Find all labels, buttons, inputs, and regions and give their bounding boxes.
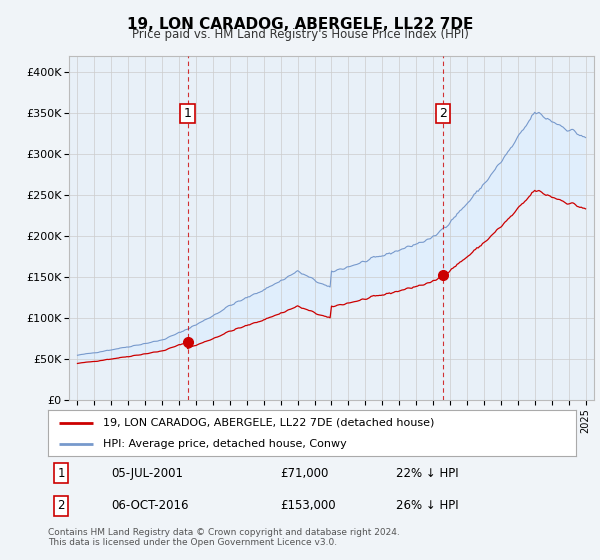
Text: 19, LON CARADOG, ABERGELE, LL22 7DE (detached house): 19, LON CARADOG, ABERGELE, LL22 7DE (det…	[103, 418, 435, 428]
Text: 05-JUL-2001: 05-JUL-2001	[112, 467, 184, 480]
Text: Price paid vs. HM Land Registry's House Price Index (HPI): Price paid vs. HM Land Registry's House …	[131, 28, 469, 41]
Text: 2: 2	[439, 107, 447, 120]
Text: Contains HM Land Registry data © Crown copyright and database right 2024.
This d: Contains HM Land Registry data © Crown c…	[48, 528, 400, 547]
Text: £71,000: £71,000	[280, 467, 329, 480]
Text: 06-OCT-2016: 06-OCT-2016	[112, 499, 189, 512]
Text: 1: 1	[184, 107, 191, 120]
Text: £153,000: £153,000	[280, 499, 336, 512]
Text: HPI: Average price, detached house, Conwy: HPI: Average price, detached house, Conw…	[103, 439, 347, 449]
Text: 26% ↓ HPI: 26% ↓ HPI	[397, 499, 459, 512]
Text: 19, LON CARADOG, ABERGELE, LL22 7DE: 19, LON CARADOG, ABERGELE, LL22 7DE	[127, 17, 473, 32]
Text: 1: 1	[58, 467, 65, 480]
Text: 22% ↓ HPI: 22% ↓ HPI	[397, 467, 459, 480]
Text: 2: 2	[58, 499, 65, 512]
